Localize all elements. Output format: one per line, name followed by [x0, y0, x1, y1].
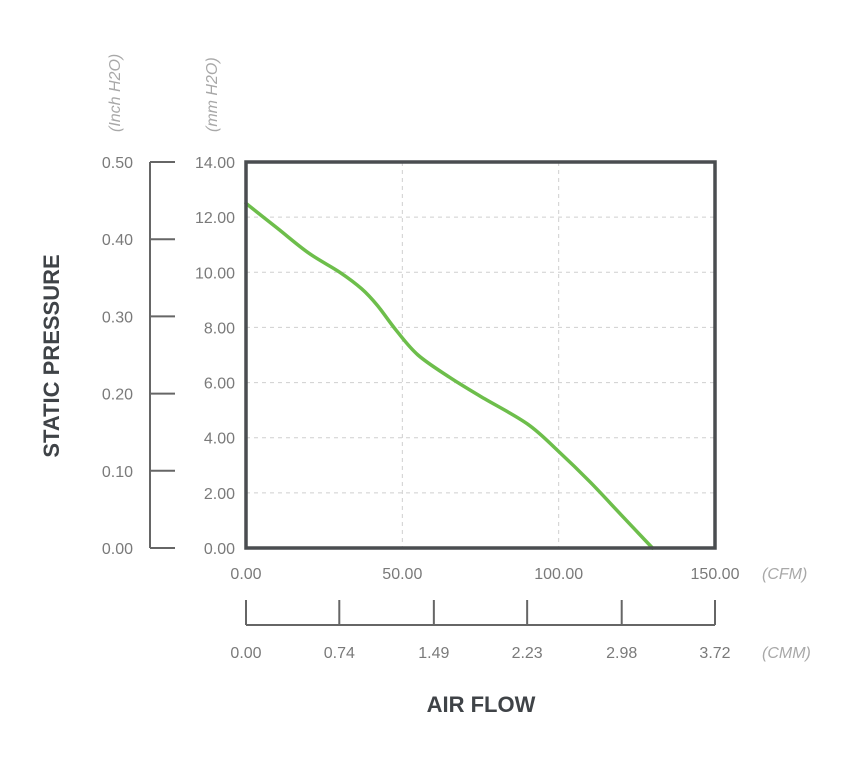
- y-tick-label: 6.00: [204, 376, 235, 393]
- secondary-x-unit-label: (CMM): [762, 645, 811, 662]
- secondary-x-tick-label: 2.23: [512, 645, 543, 662]
- y-tick-label: 4.00: [204, 431, 235, 448]
- y-tick-label: 2.00: [204, 486, 235, 503]
- secondary-y-tick-label: 0.50: [102, 155, 133, 172]
- x-tick-label: 150.00: [691, 566, 740, 583]
- secondary-y-tick-label: 0.30: [102, 309, 133, 326]
- secondary-y-tick-label: 0.20: [102, 387, 133, 404]
- secondary-y-tick-label: 0.00: [102, 541, 133, 558]
- frame-layer: [244, 160, 717, 550]
- secondary-y-tick-label: 0.10: [102, 464, 133, 481]
- secondary-x-tick-label: 0.74: [324, 645, 355, 662]
- primary-x-axis: 0.00 50.00 100.00 150.00: [230, 566, 739, 583]
- x-tick-label: 50.00: [382, 566, 422, 583]
- curve-layer: [244, 201, 655, 550]
- y-tick-label: 10.00: [195, 265, 235, 282]
- secondary-x-tick-label: 3.72: [699, 645, 730, 662]
- x-tick-label: 0.00: [230, 566, 261, 583]
- primary-y-unit-label: (mm H2O): [204, 57, 221, 132]
- secondary-x-tick-label: 1.49: [418, 645, 449, 662]
- y-tick-label: 8.00: [204, 320, 235, 337]
- secondary-x-tick-label: 2.98: [606, 645, 637, 662]
- secondary-x-tick-label: 0.00: [230, 645, 261, 662]
- y-tick-label: 0.00: [204, 541, 235, 558]
- primary-y-axis: 0.00 2.00 4.00 6.00 8.00 10.00 12.00 14.00: [195, 155, 235, 558]
- y-tick-label: 12.00: [195, 210, 235, 227]
- primary-x-unit-label: (CFM): [762, 566, 807, 583]
- y-tick-label: 14.00: [195, 155, 235, 172]
- secondary-y-unit-label: (Inch H2O): [107, 54, 124, 132]
- secondary-x-axis: 0.00 0.74 1.49 2.23 2.98 3.72: [230, 600, 731, 662]
- x-tick-label: 100.00: [534, 566, 583, 583]
- plot-frame: [244, 160, 717, 550]
- x-axis-title: AIR FLOW: [427, 692, 536, 717]
- y-axis-title: STATIC PRESSURE: [39, 254, 64, 457]
- secondary-y-axis: 0.00 0.10 0.20 0.30 0.40 0.50: [102, 155, 175, 558]
- grid-layer: [246, 162, 715, 548]
- series-line-0: [244, 201, 655, 550]
- secondary-y-tick-label: 0.40: [102, 232, 133, 249]
